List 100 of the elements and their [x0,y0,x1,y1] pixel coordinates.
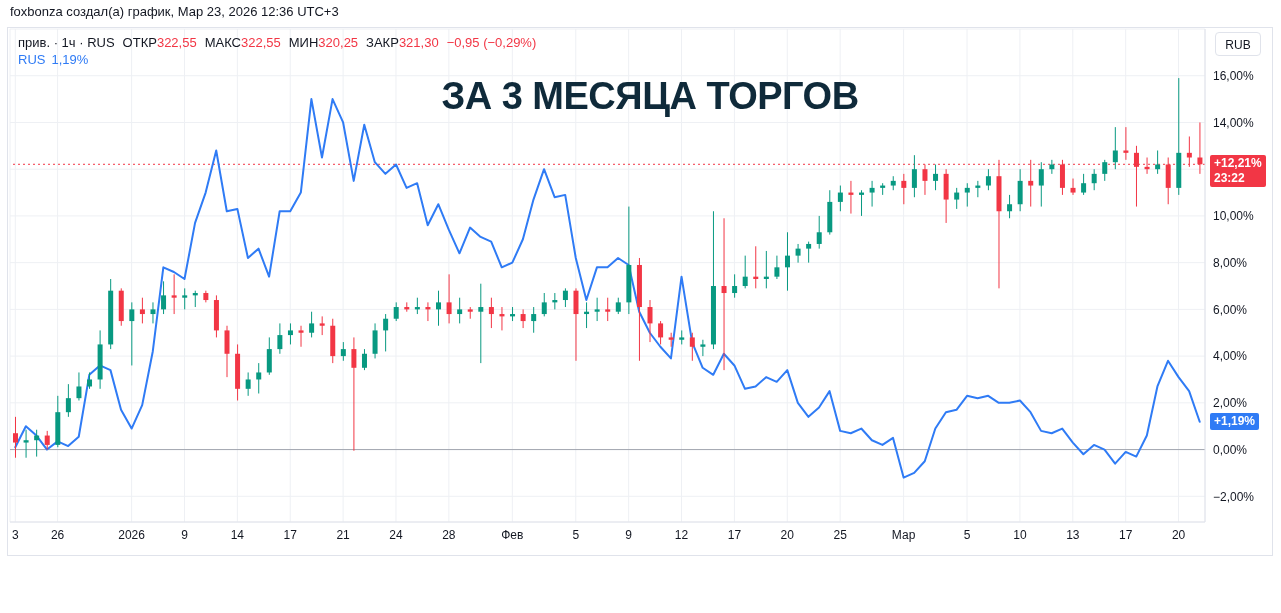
candlestick [76,371,82,401]
x-tick-label: 13 [1066,527,1080,542]
x-tick-label: 10 [1013,527,1027,542]
x-tick-label: 12 [674,527,689,542]
y-tick-label: 8,00% [1213,255,1248,270]
candlestick [319,315,325,336]
candlestick [372,322,378,359]
candlestick [287,322,293,345]
candlestick [1102,159,1108,182]
candlestick [436,290,442,327]
candlestick [139,297,145,324]
x-tick-label: 9 [181,527,189,542]
annotation: МАКС322,55 [204,35,281,50]
candlestick [816,215,822,250]
candlestick [23,429,29,459]
candlestick [562,287,568,308]
candlestick [1081,173,1087,196]
candlestick [457,297,463,324]
x-tick-label: Фев [501,527,524,542]
candlestick [1070,178,1076,196]
annotation: МИН320,25 [288,35,359,50]
candlestick [478,283,484,364]
x-tick-label: 21 [336,527,351,542]
y-tick-label: 6,00% [1213,302,1248,317]
candlestick [647,299,653,343]
candlestick [446,273,452,324]
candlestick [658,320,664,345]
x-tick-label: 25 [833,527,848,542]
x-tick-label: 24 [389,527,403,542]
candlestick [1007,194,1013,219]
candlestick [911,154,917,198]
x-tick-label: 14 [230,527,245,542]
y-tick-label: 10,00% [1213,209,1255,224]
y-tick-label: 16,00% [1213,68,1255,83]
x-tick-label: 17 [1119,527,1133,542]
x-tick-label: 5 [572,527,580,542]
candlestick [795,243,801,264]
candlestick [1038,161,1044,208]
annotation: −0,95 (−0,29%) [446,35,537,50]
candlestick [531,306,537,334]
text: RUS [18,52,46,67]
candlestick [44,430,50,451]
x-tick-label: 2026 [118,527,146,542]
x-tick-label: 26 [50,527,65,542]
candlestick [171,273,177,315]
y-tick-label: 4,00% [1213,349,1248,364]
candlestick [605,297,611,322]
candlestick [1112,126,1118,170]
x-tick-label: 17 [727,527,742,542]
candlestick [13,416,18,459]
candlestick [161,280,167,315]
text: foxbonza создал(а) график, Мар 23, 2026 12:36 UTC+3 [10,4,339,19]
candlestick [65,383,71,418]
candlestick [742,255,748,289]
text: 23:22 [1214,171,1246,187]
candlestick [732,273,738,299]
candlestick [150,301,156,324]
x-tick-label: 20 [1171,527,1186,542]
x-tick-label: Мар [891,527,916,542]
candlestick [351,336,357,452]
candlestick [837,185,843,212]
x-tick-label: 17 [283,527,298,542]
annotation: ЗАКР321,30 [366,35,439,50]
candlestick [774,255,780,280]
candlestick [129,301,135,366]
annotation: 1,19% [51,52,89,67]
x-tick-label: 9 [625,527,633,542]
candlestick [383,313,389,352]
candlestick [954,187,960,210]
candlestick [245,371,251,397]
candlestick [488,297,494,329]
y-tick-label: 14,00% [1213,115,1255,130]
candlestick [721,217,727,371]
x-tick-label: 28 [442,527,456,542]
text: ЗА 3 МЕСЯЦА ТОРГОВ [441,75,859,117]
candlestick [277,322,283,355]
candlestick [224,325,230,378]
x-tick-label: 5 [963,527,971,542]
candlestick [361,348,367,371]
candlestick [340,341,346,362]
x-tick-label: 20 [780,527,795,542]
candlestick [594,297,600,322]
candlestick [1091,168,1097,191]
ref-line-label: +12,21% [1214,156,1262,172]
candlestick [266,336,272,376]
candlestick [933,164,939,191]
candlestick [182,287,188,310]
candlestick [1123,126,1129,161]
candlestick [520,308,526,329]
candlestick [541,292,547,317]
candlestick [309,311,315,338]
candlestick [700,339,706,357]
y-tick-label: 2,00% [1213,396,1248,411]
candlestick [869,180,875,208]
candlestick [256,362,262,394]
y-tick-label: 0,00% [1213,442,1248,457]
candlestick [901,173,907,205]
y-tick-label: −2,00% [1213,489,1255,504]
x-tick-label: 3 [11,527,19,542]
candlestick [689,332,695,362]
